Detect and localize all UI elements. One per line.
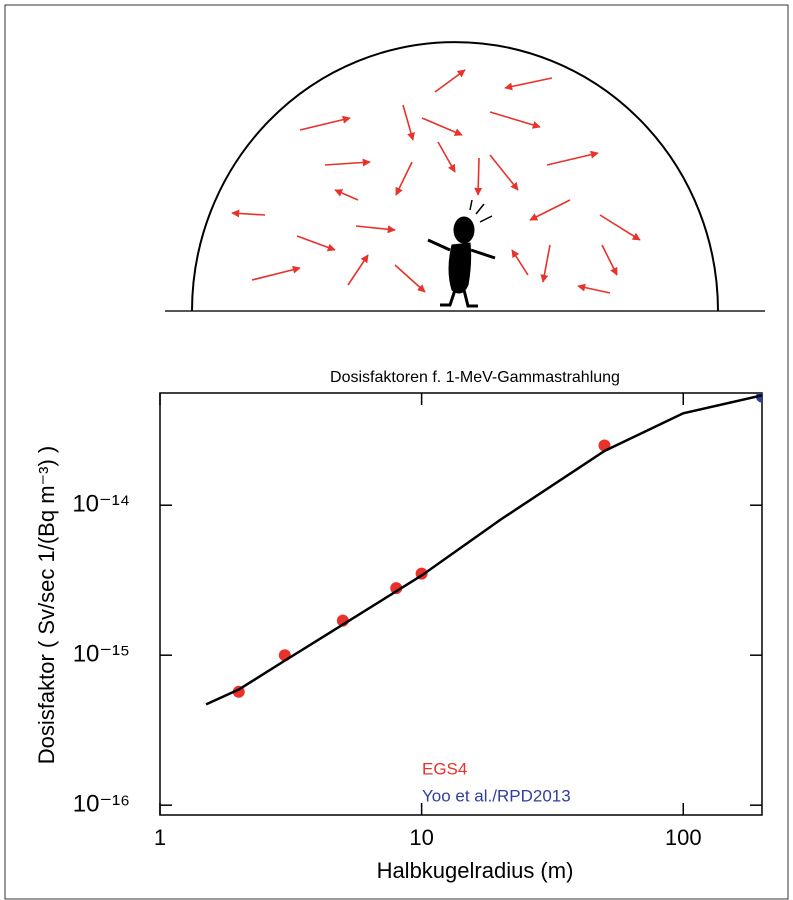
plot-frame — [159, 392, 763, 816]
y-tick-label: 10⁻¹⁵ — [73, 641, 130, 668]
y-tick-label: 10⁻¹⁴ — [72, 491, 130, 518]
x-axis-label: Halbkugelradius (m) — [377, 858, 574, 883]
dome — [191, 41, 719, 312]
x-tick-label: 10 — [409, 825, 433, 850]
gamma-arrows — [231, 69, 641, 294]
plot-area — [205, 393, 762, 706]
person — [427, 199, 496, 308]
fit-curve — [205, 394, 762, 706]
y-tick-label: 10⁻¹⁶ — [73, 791, 130, 818]
frame — [4, 4, 789, 900]
data-point — [390, 582, 403, 595]
legend-entry: EGS4 — [422, 759, 467, 778]
chart-title: Dosisfaktoren f. 1-MeV-Gammastrahlung — [330, 369, 620, 386]
y-axis-label: Dosisfaktor ( Sv/sec 1/(Bq m⁻³) ) — [34, 446, 59, 764]
x-tick-label: 100 — [665, 825, 702, 850]
hemisphere-diagram — [165, 41, 765, 312]
x-tick-label: 1 — [154, 825, 166, 850]
legend-entry: Yoo et al./RPD2013 — [422, 786, 571, 805]
